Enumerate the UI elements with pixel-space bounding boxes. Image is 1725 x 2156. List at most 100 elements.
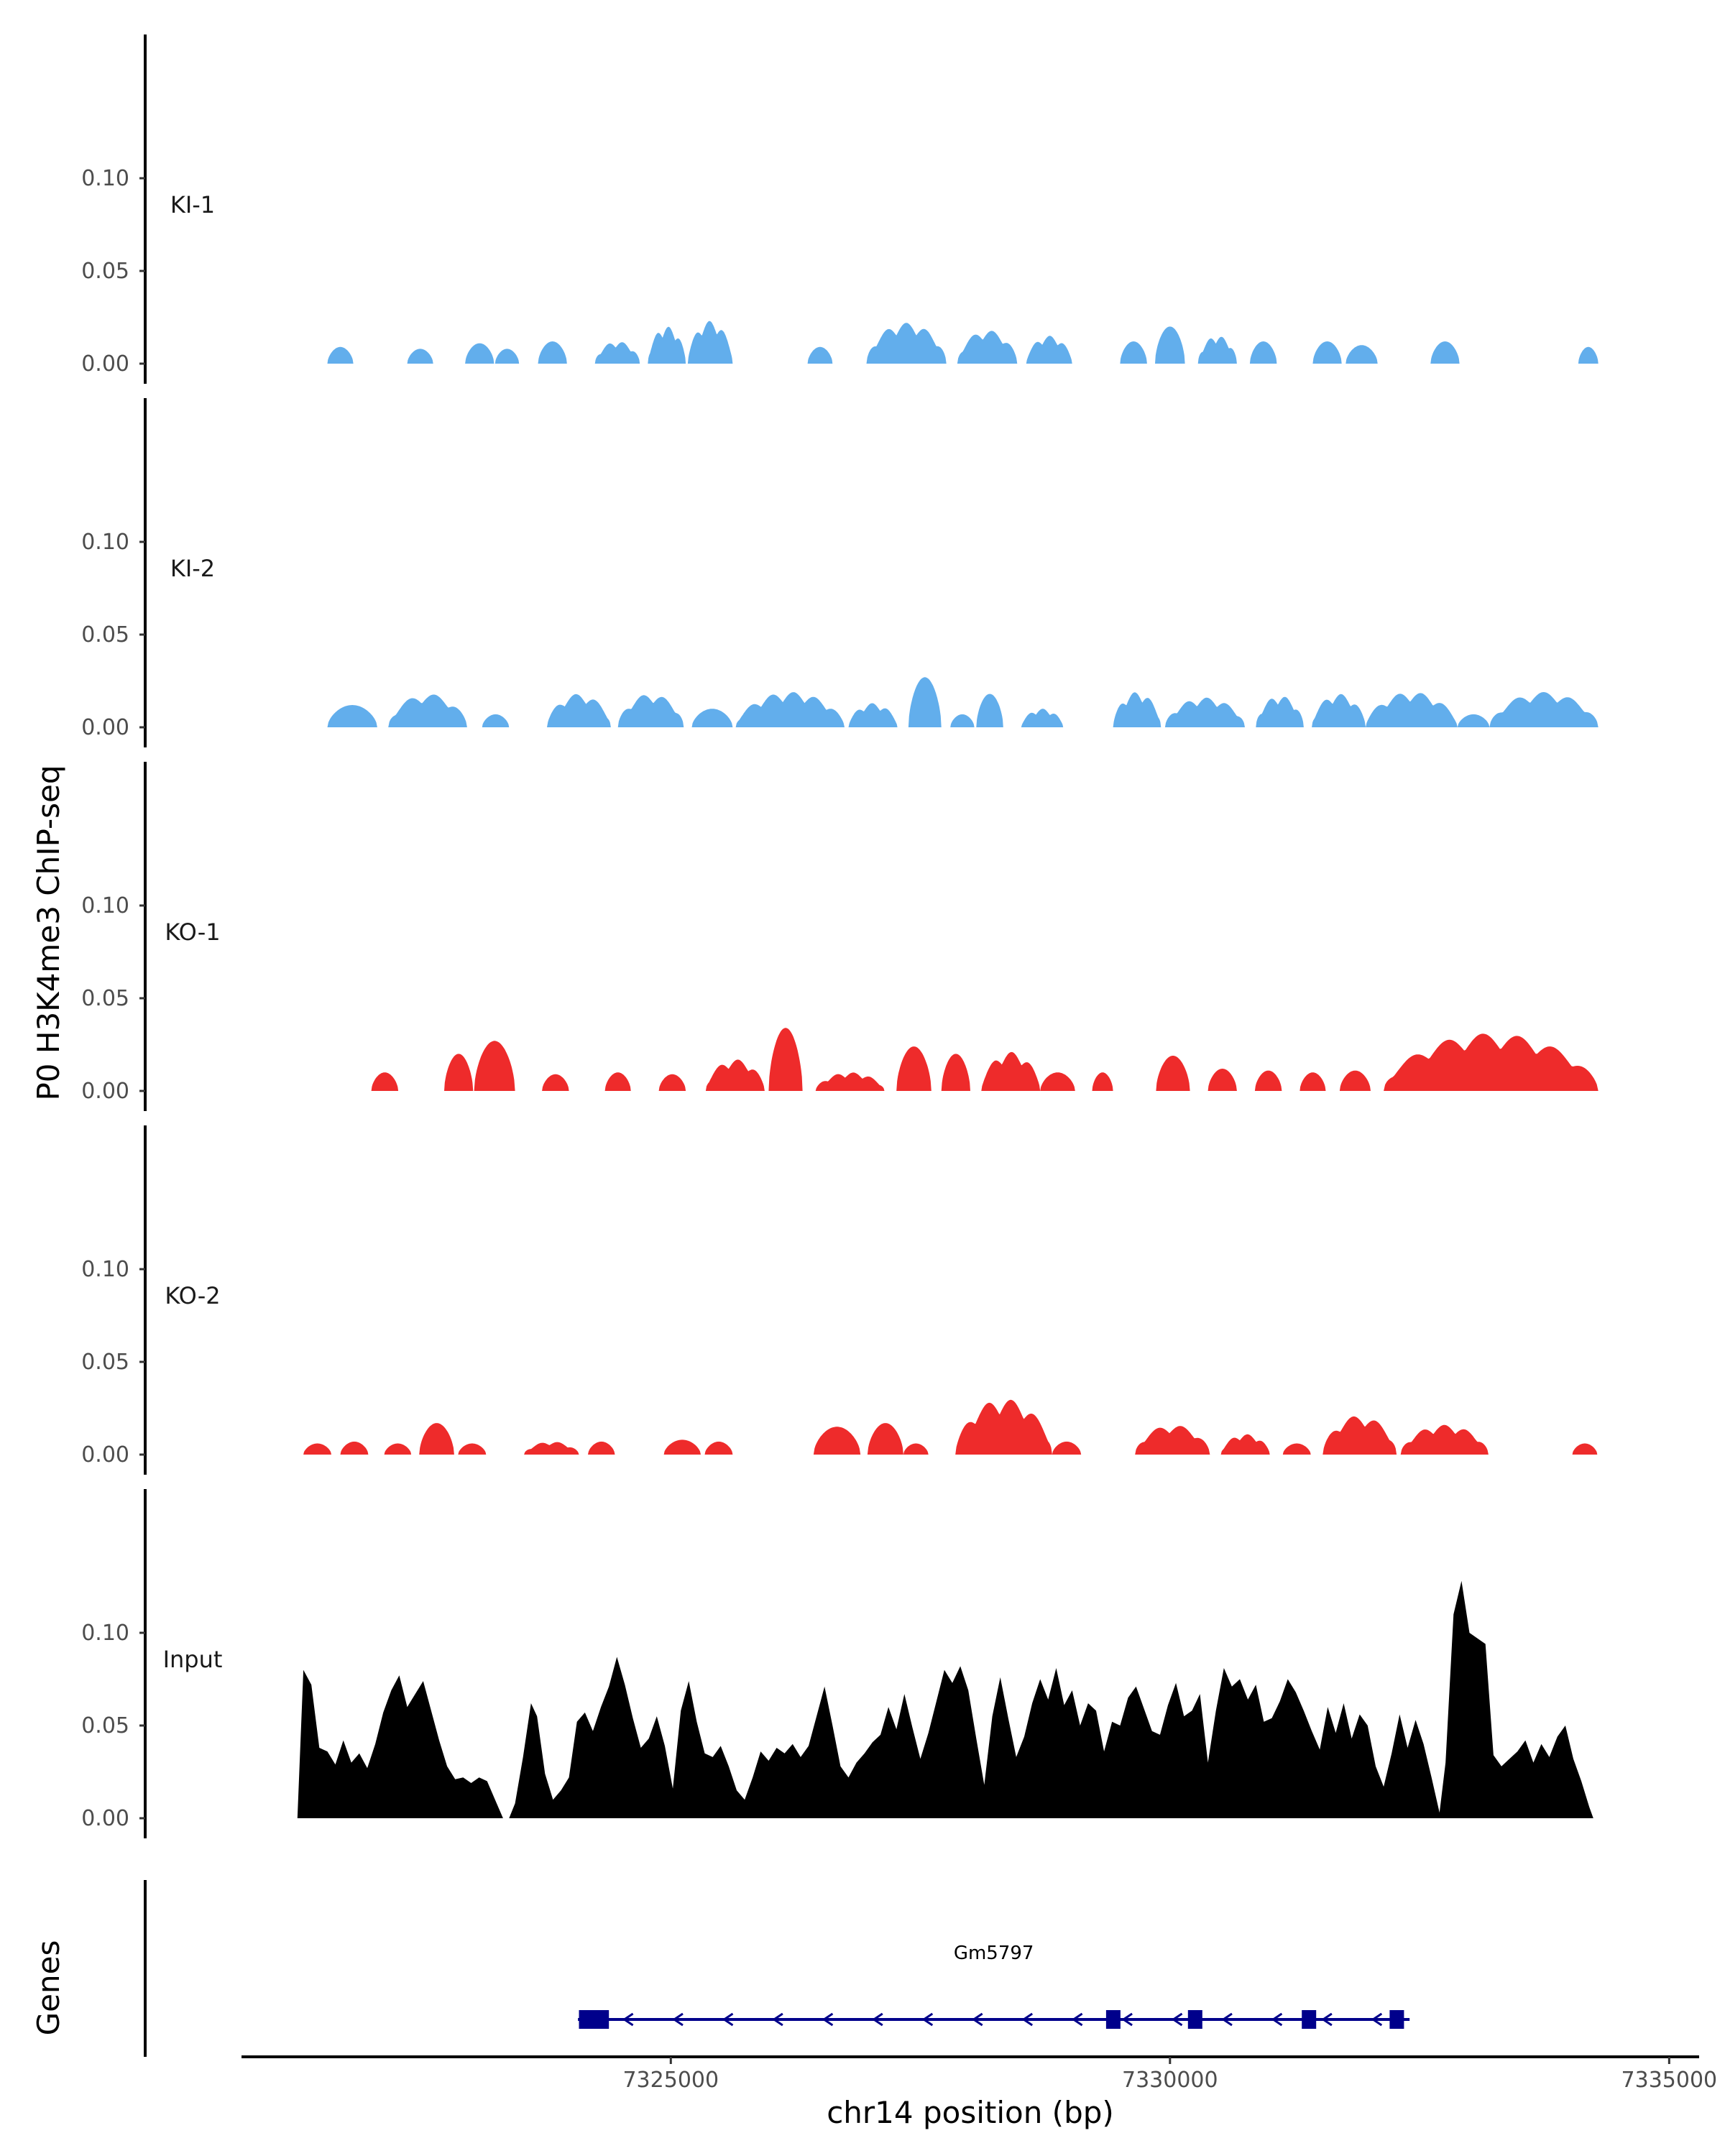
track-label: KO-2 (165, 1282, 220, 1309)
signal-peak (1208, 1069, 1237, 1091)
signal-peak (482, 714, 510, 727)
strand-arrow (622, 2012, 634, 2027)
signal-peak (542, 1074, 569, 1091)
track-label: KO-1 (165, 918, 220, 946)
x-axis-title: chr14 position (bp) (827, 2095, 1114, 2130)
genes-track-label: Genes (31, 1940, 66, 2036)
x-tick-label: 7325000 (622, 2068, 719, 2093)
strand-arrow (921, 2012, 934, 2027)
track-ki-1: 0.00 0.05 0.10 KI-1 (81, 34, 1598, 384)
signal-peak (384, 1443, 412, 1455)
signal-peak (1400, 1424, 1489, 1455)
y-tick-label: 0.10 (81, 530, 129, 555)
y-tick-label: 0.00 (81, 351, 129, 377)
signal-peak (1572, 1443, 1598, 1455)
y-tick-label: 0.00 (81, 715, 129, 740)
y-tick-label: 0.05 (81, 986, 129, 1011)
y-tick-label: 0.10 (81, 166, 129, 191)
signal-peak (1457, 714, 1490, 727)
signal-peak (1578, 346, 1598, 364)
signal-peak (941, 1054, 970, 1091)
strand-arrow (1271, 2012, 1283, 2027)
track-ko-2: 0.00 0.05 0.10 KO-2 (81, 1125, 1598, 1475)
signal-peak (658, 1074, 686, 1091)
signal-peak (976, 694, 1003, 727)
signal-peak (538, 341, 567, 364)
signal-peak (705, 1059, 765, 1091)
signal-peak (594, 342, 640, 364)
x-tick-label: 7335000 (1622, 2068, 1718, 2093)
signal-peak (1384, 1033, 1598, 1091)
signal-peak (691, 709, 733, 727)
signal-peak (1155, 326, 1185, 364)
signal-peak (896, 1046, 932, 1091)
y-axis-title: P0 H3K4me3 ChIP-seq (31, 765, 66, 1100)
signal-peak (848, 703, 898, 727)
strand-arrow (1021, 2012, 1034, 2027)
y-tick-label: 0.05 (81, 1713, 129, 1738)
signal-peak (419, 1423, 454, 1455)
track-ko-1: 0.00 0.05 0.10 KO-1 (81, 762, 1598, 1111)
signal-peak (704, 1441, 733, 1455)
strand-arrow (1371, 2012, 1383, 2027)
signal-peak (815, 1072, 885, 1091)
signal-peak (903, 1443, 929, 1455)
strand-arrow (971, 2012, 983, 2027)
signal-peak (388, 694, 467, 727)
strand-arrow (672, 2012, 684, 2027)
signal-peak (1282, 1443, 1311, 1455)
signal-peak (687, 321, 733, 364)
signal-peak (807, 346, 833, 364)
signal-peak (1135, 1426, 1210, 1455)
strand-arrow (872, 2012, 883, 2027)
track-input: 0.00 0.05 0.10 Input (81, 1489, 1593, 1838)
signal-peak (1366, 693, 1458, 727)
gene-exon (1105, 2010, 1121, 2029)
signal-peak (547, 694, 611, 727)
gene-exon (1302, 2010, 1317, 2029)
signal-peak (950, 714, 975, 727)
signal-peak (1092, 1072, 1113, 1091)
signal-peak (617, 695, 684, 727)
strand-arrow (772, 2012, 783, 2027)
strand-arrow (1321, 2012, 1333, 2027)
signal-peak (1346, 345, 1378, 364)
signal-peak (1156, 1056, 1190, 1091)
signal-peak (1430, 341, 1460, 364)
signal-peak (303, 1443, 331, 1455)
gene-name-label: Gm5797 (954, 1943, 1034, 1964)
signal-peak (648, 326, 686, 364)
signal-peak (327, 705, 377, 727)
signal-peak (474, 1041, 515, 1091)
gene-exon (1187, 2010, 1202, 2029)
signal-peak (1322, 1416, 1397, 1455)
track-ki-2: 0.00 0.05 0.10 KI-2 (81, 398, 1598, 747)
signal-peak (908, 677, 942, 727)
signal-peak (1120, 341, 1147, 364)
strand-arrow (722, 2012, 734, 2027)
signal-peak (955, 1399, 1052, 1455)
signal-peak (957, 331, 1018, 364)
signal-peak (1254, 1070, 1282, 1091)
signal-peak (340, 1441, 369, 1455)
track-label: Input (163, 1646, 223, 1673)
signal-peak (458, 1443, 487, 1455)
strand-arrow (1121, 2012, 1133, 2027)
x-tick-label: 7330000 (1122, 2068, 1218, 2093)
y-tick-label: 0.00 (81, 1079, 129, 1104)
signal-peak (1040, 1072, 1075, 1091)
signal-peak (371, 1072, 399, 1091)
input-signal-area (297, 1580, 1593, 1818)
signal-peak (588, 1441, 615, 1455)
y-tick-label: 0.05 (81, 1350, 129, 1375)
signal-peak (1021, 709, 1064, 727)
signal-peak (1220, 1434, 1270, 1455)
signal-peak (1312, 341, 1342, 364)
signal-peak (981, 1051, 1041, 1091)
y-tick-label: 0.10 (81, 1257, 129, 1282)
signal-peak (1113, 692, 1162, 727)
signal-peak (866, 323, 947, 364)
track-label: KI-1 (170, 191, 215, 218)
signal-peak (444, 1054, 474, 1091)
signal-peak (1052, 1441, 1082, 1455)
